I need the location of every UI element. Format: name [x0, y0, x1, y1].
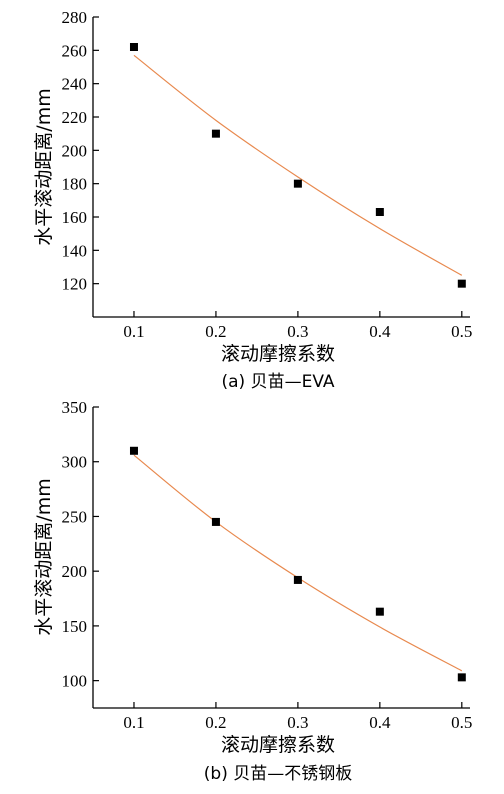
y-axis-label: 水平滚动距离/mm — [33, 478, 55, 635]
data-point — [211, 129, 220, 138]
y-tick-label: 280 — [62, 8, 88, 27]
y-tick-label: 250 — [62, 507, 88, 526]
data-point — [293, 575, 302, 584]
x-ticks: 0.1 0.2 0.3 0.4 0.5 — [123, 311, 472, 341]
fit-curve — [133, 454, 463, 672]
x-tick-label: 0.1 — [123, 713, 144, 732]
y-tick-label: 120 — [62, 275, 88, 294]
y-tick-label: 350 — [62, 398, 88, 417]
y-tick-label: 160 — [62, 208, 88, 227]
data-point — [457, 673, 466, 682]
y-tick-label: 240 — [62, 75, 88, 94]
y-tick-label: 140 — [62, 241, 88, 260]
y-ticks: 120 140 160 180 200 220 240 260 280 — [62, 8, 99, 294]
y-tick-label: 220 — [62, 108, 88, 127]
x-axis-label: 滚动摩擦系数 — [221, 343, 335, 365]
data-point — [375, 607, 384, 616]
y-tick-label: 100 — [62, 672, 88, 691]
data-point — [129, 43, 138, 51]
data-points — [129, 446, 466, 682]
x-tick-label: 0.3 — [287, 322, 308, 341]
x-tick-label: 0.5 — [451, 713, 472, 732]
data-points — [129, 43, 466, 288]
x-tick-label: 0.1 — [123, 322, 144, 341]
x-tick-label: 0.2 — [205, 713, 226, 732]
y-tick-label: 180 — [62, 175, 88, 194]
data-point — [293, 179, 302, 188]
y-tick-label: 260 — [62, 41, 88, 60]
chart-a: 120 140 160 180 200 220 240 260 280 0.1 0.2 0.3 0.4… — [33, 8, 472, 392]
x-tick-label: 0.5 — [451, 322, 472, 341]
caption-a: (a) 贝苗—EVA — [222, 372, 335, 392]
fit-curve — [133, 54, 463, 276]
x-tick-label: 0.2 — [205, 322, 226, 341]
x-ticks: 0.1 0.2 0.3 0.4 0.5 — [123, 702, 472, 732]
y-tick-label: 200 — [62, 141, 88, 160]
y-tick-label: 200 — [62, 562, 88, 581]
data-point — [211, 517, 220, 526]
x-tick-label: 0.4 — [369, 713, 391, 732]
data-point — [457, 279, 466, 288]
caption-b: (b) 贝苗—不锈钢板 — [204, 764, 352, 784]
y-ticks: 100 150 200 250 300 350 — [62, 398, 99, 691]
data-point — [375, 208, 384, 216]
y-tick-label: 300 — [62, 453, 88, 472]
x-axis-label: 滚动摩擦系数 — [221, 734, 335, 756]
data-point — [129, 446, 138, 455]
y-axis-label: 水平滚动距离/mm — [33, 88, 55, 245]
x-tick-label: 0.4 — [369, 322, 391, 341]
y-tick-label: 150 — [62, 617, 88, 636]
x-tick-label: 0.3 — [287, 713, 308, 732]
chart-b: 100 150 200 250 300 350 0.1 0.2 0.3 0.4 0.5 水平滚动距… — [33, 398, 472, 784]
